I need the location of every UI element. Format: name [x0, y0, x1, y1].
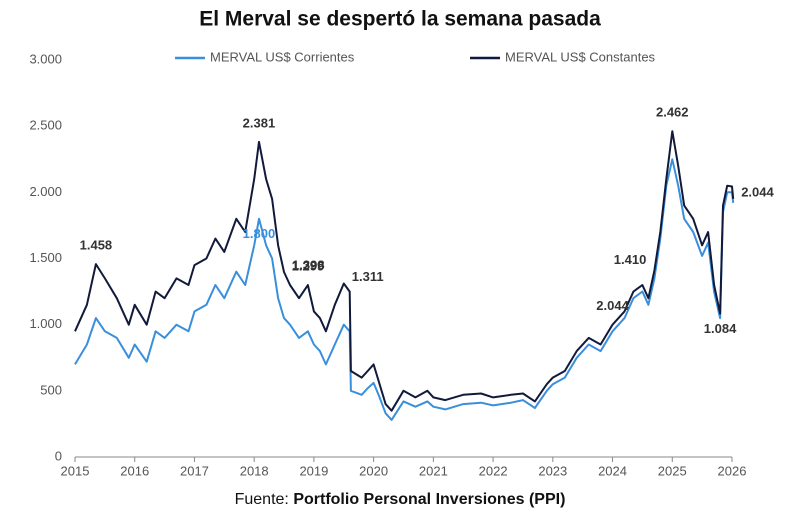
x-tick-label: 2015 [61, 463, 90, 478]
source-name: Portfolio Personal Inversiones (PPI) [293, 491, 565, 508]
legend-label: MERVAL US$ Constantes [505, 49, 656, 64]
y-tick-label: 500 [40, 382, 62, 397]
y-tick-label: 2.500 [29, 118, 62, 133]
annotation: 1.311 [352, 269, 384, 284]
annotation: 1.084 [704, 321, 737, 336]
x-tick-label: 2024 [598, 463, 627, 478]
chart-title: El Merval se despertó la semana pasada [199, 8, 601, 31]
x-tick-label: 2023 [538, 463, 567, 478]
annotation: 2.381 [243, 115, 276, 130]
x-tick-label: 2022 [479, 463, 508, 478]
source: Fuente: Portfolio Personal Inversiones (… [235, 491, 566, 508]
x-tick-label: 2019 [299, 463, 328, 478]
x-tick-label: 2026 [718, 463, 747, 478]
annotation: 1.800 [243, 226, 276, 241]
series-line [74, 130, 735, 412]
y-tick-label: 0 [55, 448, 62, 463]
x-tick-label: 2017 [180, 463, 209, 478]
y-tick-label: 1.500 [29, 250, 62, 265]
x-tick-label: 2021 [419, 463, 448, 478]
annotation: 1.410 [614, 252, 647, 267]
source-prefix: Fuente: [235, 491, 289, 508]
y-tick-label: 1.000 [29, 316, 62, 331]
annotation: 1.398 [292, 257, 325, 272]
y-tick-label: 3.000 [29, 51, 62, 66]
legend-label: MERVAL US$ Corrientes [210, 49, 355, 64]
annotation: 1.299 [292, 259, 325, 274]
x-tick-label: 2020 [359, 463, 388, 478]
x-tick-label: 2018 [240, 463, 269, 478]
x-tick-label: 2016 [120, 463, 149, 478]
y-tick-label: 2.000 [29, 184, 62, 199]
annotation: 2.044 [596, 298, 629, 313]
annotation: 1.458 [80, 237, 113, 252]
x-tick-label: 2025 [658, 463, 687, 478]
annotation: 2.462 [656, 105, 689, 120]
annotation: 2.044 [741, 184, 774, 199]
